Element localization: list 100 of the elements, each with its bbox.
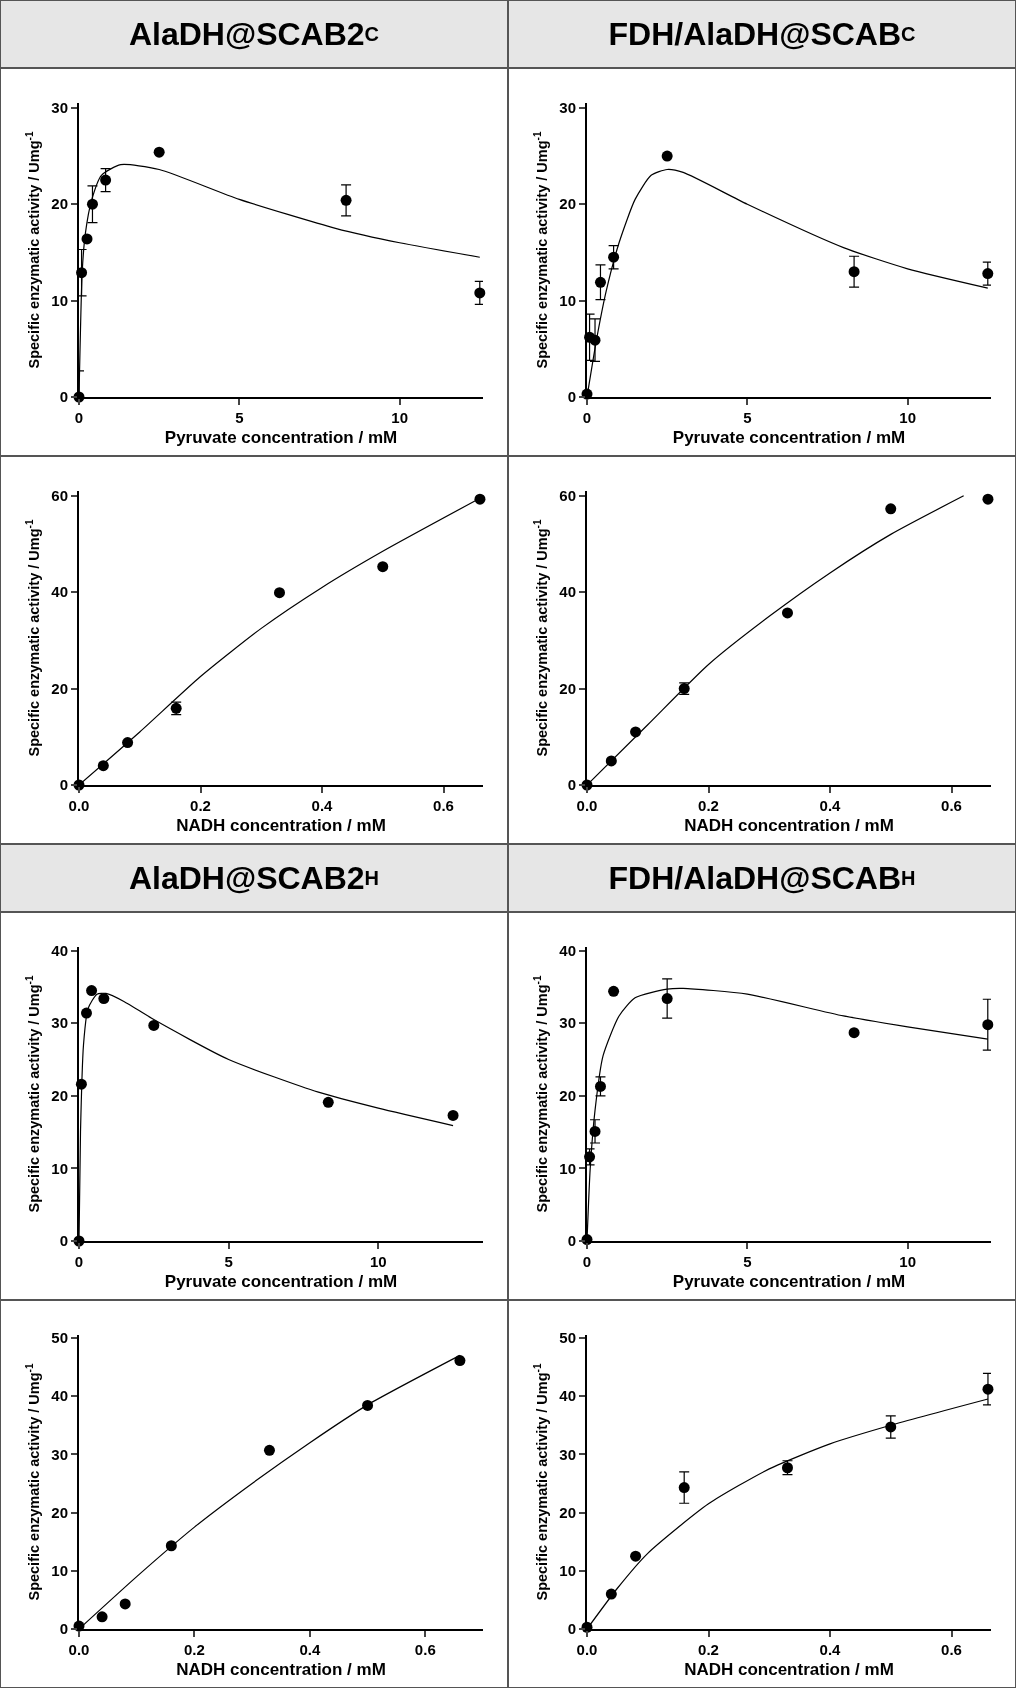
y-tick-label: 0	[567, 1232, 576, 1250]
x-tick-label: 5	[743, 409, 752, 426]
point	[661, 150, 673, 162]
x-tick-label: 5	[235, 409, 244, 426]
point	[594, 276, 606, 288]
point	[263, 1444, 275, 1456]
y-tick-label: 30	[51, 1445, 68, 1463]
y-tick-label: 40	[51, 583, 68, 601]
x-tick-label: 0.6	[414, 1641, 436, 1658]
y-tick-label: 30	[559, 99, 576, 117]
y-tick-label: 0	[567, 388, 576, 406]
point	[474, 493, 486, 505]
point	[119, 1598, 131, 1610]
y-tick-label: 0	[59, 1620, 68, 1638]
point	[340, 194, 352, 206]
x-tick-label: 0.4	[311, 797, 334, 814]
y-tick-label: 0	[567, 776, 576, 794]
point	[377, 561, 389, 573]
y-tick-label: 0	[59, 1232, 68, 1250]
point	[982, 268, 994, 280]
y-tick-label: 10	[51, 291, 68, 309]
x-tick-label: 0.6	[941, 797, 962, 814]
y-tick-label: 50	[559, 1329, 576, 1347]
x-tick-label: 0.2	[184, 1641, 205, 1658]
y-tick-label: 10	[559, 1159, 576, 1177]
point	[848, 1027, 860, 1039]
point	[122, 737, 134, 749]
x-axis-title: Pyruvate concentration / mM	[672, 427, 906, 447]
point	[148, 1019, 160, 1031]
x-axis-title: NADH concentration / mM	[684, 1659, 894, 1679]
x-tick-label: 0.4	[819, 1641, 842, 1658]
x-tick-label: 0.0	[576, 1641, 598, 1658]
point	[885, 503, 897, 515]
y-tick-label: 20	[559, 1087, 576, 1105]
x-tick-label: 0.0	[576, 797, 598, 814]
point	[322, 1096, 334, 1108]
y-tick-label: 10	[559, 1562, 576, 1580]
point	[781, 607, 793, 619]
x-axis-title: NADH concentration / mM	[176, 1659, 386, 1679]
x-tick-label: 0.4	[299, 1641, 321, 1658]
x-tick-label: 0.2	[698, 797, 719, 814]
x-tick-label: 5	[743, 1253, 752, 1270]
x-tick-label: 0.2	[190, 797, 211, 814]
x-axis-title: Pyruvate concentration / mM	[164, 1271, 398, 1291]
y-tick-label: 30	[559, 1014, 576, 1032]
x-axis-title: NADH concentration / mM	[176, 815, 386, 835]
point	[678, 1482, 690, 1494]
y-tick-label: 40	[51, 941, 68, 959]
point	[86, 985, 98, 997]
x-tick-label: 0.6	[433, 797, 454, 814]
y-tick-label: 20	[559, 195, 576, 213]
y-tick-label: 0	[59, 388, 68, 406]
y-tick-label: 20	[51, 1087, 68, 1105]
y-tick-label: 20	[51, 679, 68, 697]
point	[982, 1383, 994, 1395]
x-tick-label: 10	[899, 409, 916, 426]
y-tick-label: 10	[559, 291, 576, 309]
x-tick-label: 10	[369, 1253, 387, 1270]
x-tick-label: 0.4	[819, 797, 842, 814]
y-tick-label: 20	[559, 1503, 576, 1521]
x-tick-label: 10	[899, 1253, 916, 1270]
point	[100, 174, 112, 186]
y-tick-label: 20	[559, 679, 576, 697]
y-tick-label: 30	[51, 99, 68, 117]
y-tick-label: 50	[51, 1329, 68, 1347]
y-tick-label: 30	[51, 1014, 68, 1032]
y-tick-label: 20	[51, 195, 68, 213]
point	[273, 587, 285, 599]
point	[661, 993, 673, 1005]
point	[982, 1019, 994, 1031]
point	[608, 985, 620, 997]
y-tick-label: 40	[559, 941, 576, 959]
x-axis-title: NADH concentration / mM	[684, 815, 894, 835]
point	[96, 1611, 108, 1623]
y-tick-label: 0	[59, 776, 68, 794]
x-tick-label: 0.2	[698, 1641, 719, 1658]
x-tick-label: 5	[224, 1253, 233, 1270]
y-tick-label: 60	[559, 487, 576, 505]
y-tick-label: 40	[51, 1387, 68, 1405]
y-tick-label: 60	[51, 487, 68, 505]
point	[447, 1109, 459, 1121]
y-tick-label: 20	[51, 1503, 68, 1521]
y-tick-label: 40	[559, 1387, 576, 1405]
point	[848, 266, 860, 278]
y-tick-label: 10	[51, 1562, 68, 1580]
x-tick-label: 0	[582, 1253, 592, 1270]
point	[153, 146, 165, 158]
x-tick-label: 10	[391, 409, 408, 426]
point	[630, 1550, 642, 1562]
point	[474, 287, 486, 299]
x-tick-label: 0.6	[941, 1641, 962, 1658]
y-tick-label: 10	[51, 1159, 68, 1177]
x-axis-title: Pyruvate concentration / mM	[164, 427, 398, 447]
x-tick-label: 0	[74, 409, 84, 426]
x-tick-label: 0.0	[68, 797, 90, 814]
y-tick-label: 40	[559, 583, 576, 601]
x-tick-label: 0.0	[68, 1641, 90, 1658]
x-tick-label: 0	[74, 1253, 84, 1270]
point	[454, 1355, 466, 1367]
y-tick-label: 0	[567, 1620, 576, 1638]
